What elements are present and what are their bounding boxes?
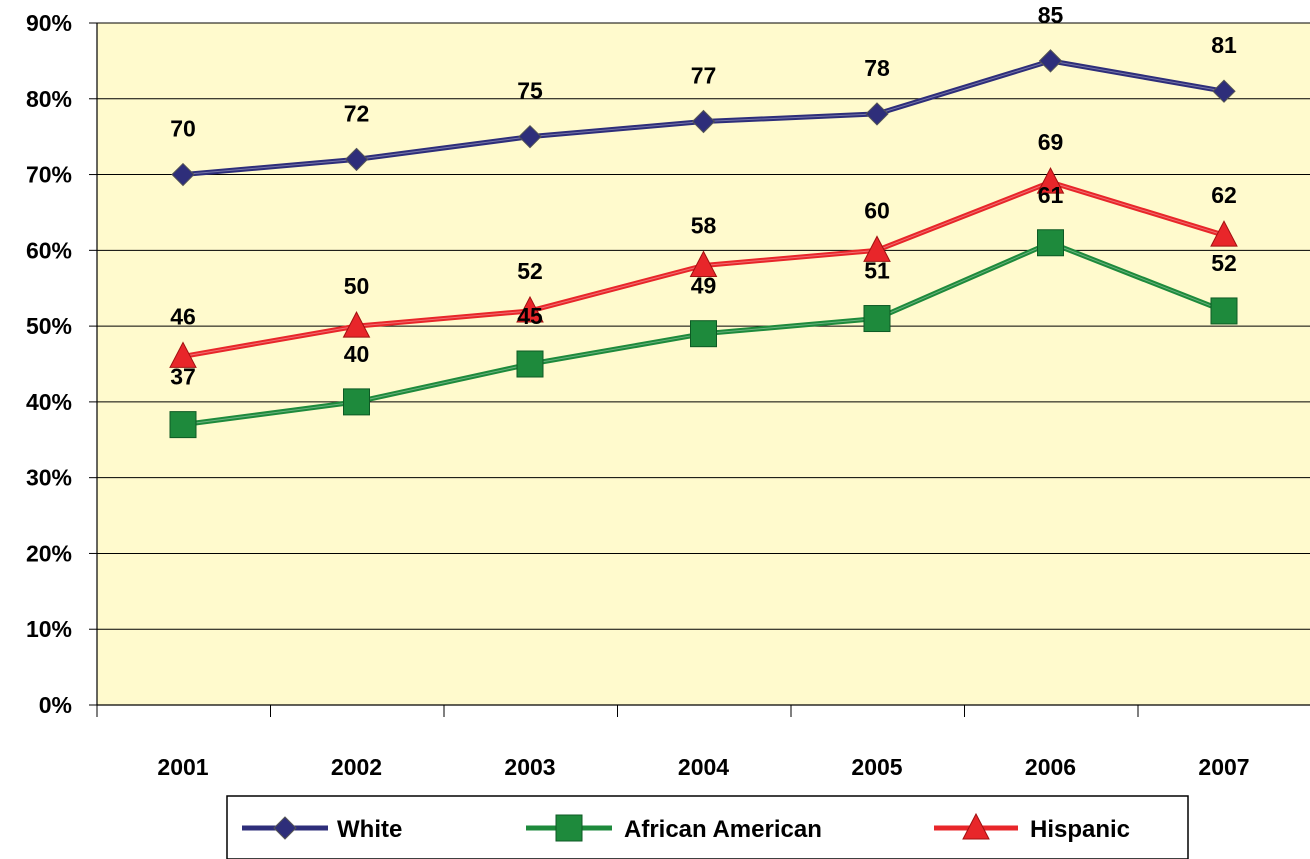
- x-tick-label: 2005: [851, 754, 902, 780]
- data-point-african-american: [343, 388, 370, 416]
- legend-marker-african-american: [555, 814, 583, 842]
- data-point-white: [518, 124, 542, 149]
- data-label-hispanic: 52: [517, 258, 543, 284]
- axes: [89, 22, 1310, 717]
- x-tick-label: 2007: [1198, 754, 1249, 780]
- data-point-african-american: [1037, 229, 1064, 257]
- legend-label-hispanic: Hispanic: [1030, 816, 1130, 843]
- legend-marker-hispanic: [962, 812, 990, 840]
- x-tick-label: 2002: [331, 754, 382, 780]
- data-point-white: [691, 109, 716, 134]
- data-point-african-american: [863, 305, 891, 333]
- data-point-hispanic: [863, 235, 891, 262]
- data-point-hispanic: [169, 341, 197, 368]
- data-point-hispanic: [1210, 220, 1238, 247]
- legend-marker-white: [273, 816, 297, 840]
- y-tick-label: 50%: [26, 313, 72, 339]
- data-label-african-american: 51: [864, 258, 890, 284]
- data-label-african-american: 61: [1038, 182, 1064, 208]
- data-label-african-american: 49: [691, 273, 717, 299]
- y-tick-label: 80%: [26, 86, 72, 112]
- data-label-african-american: 45: [517, 303, 543, 329]
- y-tick-label: 40%: [26, 389, 72, 415]
- x-tick-label: 2004: [678, 754, 729, 780]
- data-point-african-american: [1210, 297, 1238, 325]
- y-tick-label: 30%: [26, 465, 72, 491]
- data-labels: 70 72 75 77 78 85 81 37 40 45 49 51 61 52 46 50 52 58 60 69…: [170, 2, 1237, 390]
- y-tick-label: 20%: [26, 540, 72, 566]
- y-tick-label: 0%: [39, 692, 72, 718]
- y-tick-label: 90%: [26, 10, 72, 36]
- data-label-hispanic: 46: [170, 303, 196, 329]
- data-label-african-american: 40: [344, 341, 370, 367]
- data-label-hispanic: 50: [344, 273, 370, 299]
- y-tick-label: 70%: [26, 162, 72, 188]
- data-point-white: [865, 102, 889, 126]
- gridlines: [97, 22, 1310, 630]
- data-label-white: 72: [344, 100, 370, 126]
- data-label-white: 81: [1211, 32, 1237, 58]
- data-point-hispanic: [1036, 167, 1065, 194]
- data-label-hispanic: 58: [691, 212, 717, 238]
- data-point-white: [1212, 79, 1236, 103]
- data-label-hispanic: 60: [864, 197, 890, 223]
- legend-box: [226, 795, 1189, 859]
- y-axis-ticks: 0% 10% 20% 30% 40% 50% 60% 70% 80% 90%: [26, 10, 72, 718]
- data-label-white: 85: [1038, 2, 1064, 28]
- legend-label-african-american: African American: [624, 816, 822, 843]
- data-point-hispanic: [342, 311, 371, 338]
- data-point-african-american: [516, 350, 544, 378]
- x-axis-ticks: 2001 2002 2003 2004 2005 2006 2007: [157, 754, 1249, 780]
- x-tick-label: 2003: [504, 754, 555, 780]
- y-tick-label: 60%: [26, 237, 72, 263]
- data-point-african-american: [690, 320, 717, 348]
- data-label-white: 78: [864, 55, 890, 81]
- data-point-white: [171, 162, 195, 187]
- x-tick-label: 2001: [157, 754, 208, 780]
- data-label-hispanic: 62: [1211, 182, 1237, 208]
- data-point-white: [344, 147, 369, 172]
- data-label-hispanic: 69: [1038, 129, 1064, 155]
- y-tick-label: 10%: [26, 616, 72, 642]
- data-label-white: 70: [170, 116, 196, 142]
- legend: White African American Hispanic: [226, 795, 1189, 859]
- plot-area: [97, 23, 1310, 705]
- data-point-african-american: [169, 411, 197, 439]
- data-point-hispanic: [689, 250, 718, 277]
- series-group: [169, 49, 1238, 439]
- data-point-hispanic: [516, 295, 544, 323]
- data-label-african-american: 37: [170, 364, 196, 390]
- data-label-white: 75: [517, 78, 543, 104]
- data-point-white: [1038, 49, 1063, 73]
- x-tick-label: 2006: [1025, 754, 1076, 780]
- data-label-white: 77: [691, 63, 717, 89]
- data-label-african-american: 52: [1211, 250, 1237, 276]
- legend-label-white: White: [337, 816, 402, 843]
